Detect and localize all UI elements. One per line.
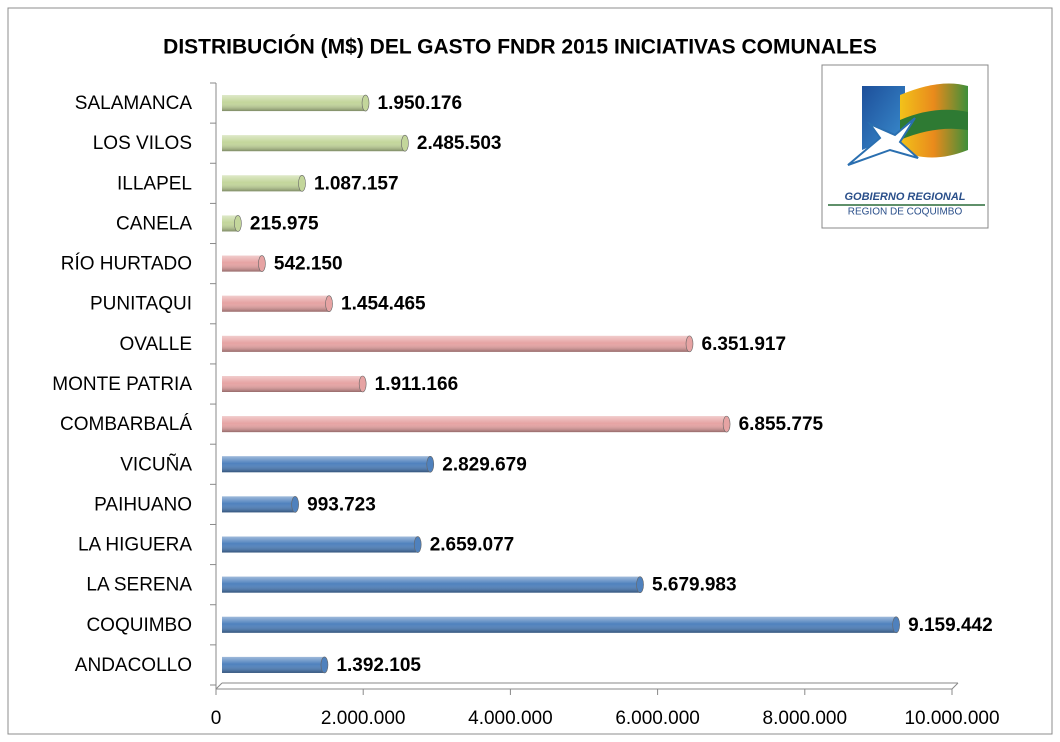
- bar-cap: [320, 656, 329, 674]
- bar-shade: [222, 656, 325, 673]
- y-tick-label: LA SERENA: [86, 575, 192, 596]
- y-tick-label: PUNITAQUI: [90, 294, 192, 315]
- x-tick-label: 8.000.000: [763, 708, 848, 729]
- value-label: 542.150: [274, 254, 343, 275]
- x-tick-label: 2.000.000: [321, 708, 406, 729]
- value-label: 9.159.442: [908, 615, 993, 636]
- logo-field: [900, 109, 968, 140]
- bar-cap: [258, 255, 266, 272]
- value-label: 6.351.917: [702, 334, 787, 355]
- y-tick-label: COMBARBALÁ: [60, 414, 192, 435]
- bar-shade: [222, 255, 262, 272]
- bar-cap: [636, 576, 644, 593]
- value-label: 1.087.157: [314, 173, 399, 194]
- bar-cap: [234, 215, 242, 232]
- bar-shade: [222, 335, 690, 352]
- value-label: 2.485.503: [417, 133, 502, 154]
- value-label: 1.454.465: [341, 294, 426, 315]
- logo-line2: REGION DE COQUIMBO: [848, 207, 963, 218]
- x-axis-end: [951, 682, 959, 690]
- bar-shade: [222, 496, 296, 513]
- value-label: 2.829.679: [442, 454, 527, 475]
- y-tick-label: VICUÑA: [120, 453, 192, 475]
- bar-shade: [222, 536, 418, 553]
- y-tick-label: LOS VILOS: [93, 133, 192, 154]
- bar-shade: [222, 95, 366, 112]
- y-tick-label: PAIHUANO: [94, 494, 192, 515]
- bar-shade: [222, 135, 405, 152]
- bar-shade: [222, 175, 303, 192]
- bar-cap: [892, 616, 900, 634]
- x-tick-label: 10.000.000: [904, 708, 999, 729]
- value-label: 215.975: [250, 213, 319, 234]
- bar-shade: [222, 295, 330, 312]
- y-tick-label: RÍO HURTADO: [61, 254, 192, 275]
- bar-shade: [222, 215, 238, 232]
- value-label: 1.392.105: [336, 655, 421, 676]
- y-tick-label: SALAMANCA: [75, 93, 193, 114]
- y-tick-label: ANDACOLLO: [75, 655, 192, 676]
- bar-cap: [358, 375, 367, 393]
- bar-cap: [722, 415, 731, 433]
- y-tick-label: COQUIMBO: [86, 615, 192, 636]
- y-tick-label: MONTE PATRIA: [52, 374, 192, 395]
- bar-cap: [401, 134, 409, 152]
- logo-star: [847, 117, 919, 166]
- bar-cap: [325, 295, 333, 313]
- value-label: 1.911.166: [375, 374, 458, 395]
- y-tick-label: OVALLE: [119, 334, 192, 355]
- y-tick-label: LA HIGUERA: [78, 535, 192, 556]
- value-label: 6.855.775: [739, 414, 824, 435]
- chart-title: DISTRIBUCIÓN (M$) DEL GASTO FNDR 2015 IN…: [163, 35, 877, 59]
- value-label: 2.659.077: [430, 535, 515, 556]
- x-tick-label: 6.000.000: [615, 708, 700, 729]
- x-tick-label: 0: [211, 708, 222, 729]
- bar-shade: [222, 576, 641, 593]
- value-label: 993.723: [307, 494, 376, 515]
- bar-cap: [685, 335, 694, 353]
- y-tick-label: CANELA: [116, 213, 192, 234]
- logo: GOBIERNO REGIONAL REGION DE COQUIMBO: [821, 64, 989, 229]
- bar-shade: [222, 416, 727, 433]
- y-axis-depth: [215, 682, 223, 690]
- bar-cap: [298, 175, 306, 192]
- bar-cap: [291, 496, 299, 513]
- bar-cap: [426, 455, 435, 473]
- value-label: 5.679.983: [652, 575, 737, 596]
- bar-cap: [361, 94, 370, 112]
- bar-shade: [222, 456, 431, 473]
- x-tick-label: 4.000.000: [468, 708, 553, 729]
- bar-cap: [413, 536, 422, 553]
- y-tick-label: ILLAPEL: [117, 173, 192, 194]
- logo-line1: GOBIERNO REGIONAL: [844, 191, 965, 203]
- bar-shade: [222, 376, 363, 392]
- bar-shade: [222, 616, 897, 633]
- value-label: 1.950.176: [378, 93, 463, 114]
